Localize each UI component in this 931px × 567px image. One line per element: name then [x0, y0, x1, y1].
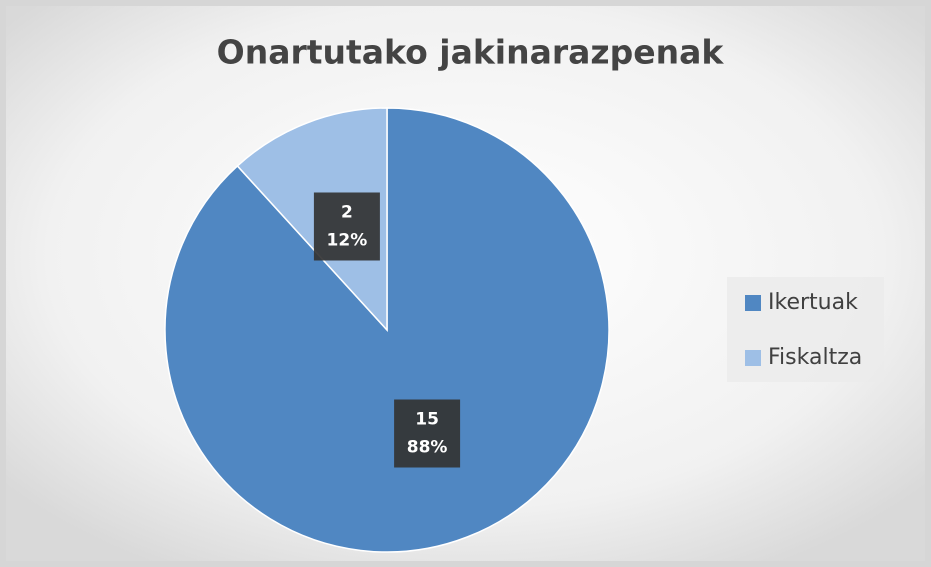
legend-swatch: [745, 295, 761, 311]
data-label-percent: 88%: [407, 438, 448, 458]
legend-swatch: [745, 350, 761, 366]
data-label-percent: 12%: [327, 230, 368, 250]
legend-label: Fiskaltza: [768, 345, 862, 370]
data-label-value: 15: [415, 410, 439, 430]
pie-slice: [236, 107, 388, 332]
legend-label: Ikertuak: [768, 290, 858, 315]
data-label-box: [313, 192, 380, 261]
chart-title: Onartutako jakinarazpenak: [217, 33, 725, 72]
data-label-box: [394, 399, 461, 468]
data-label-value: 2: [341, 202, 353, 222]
